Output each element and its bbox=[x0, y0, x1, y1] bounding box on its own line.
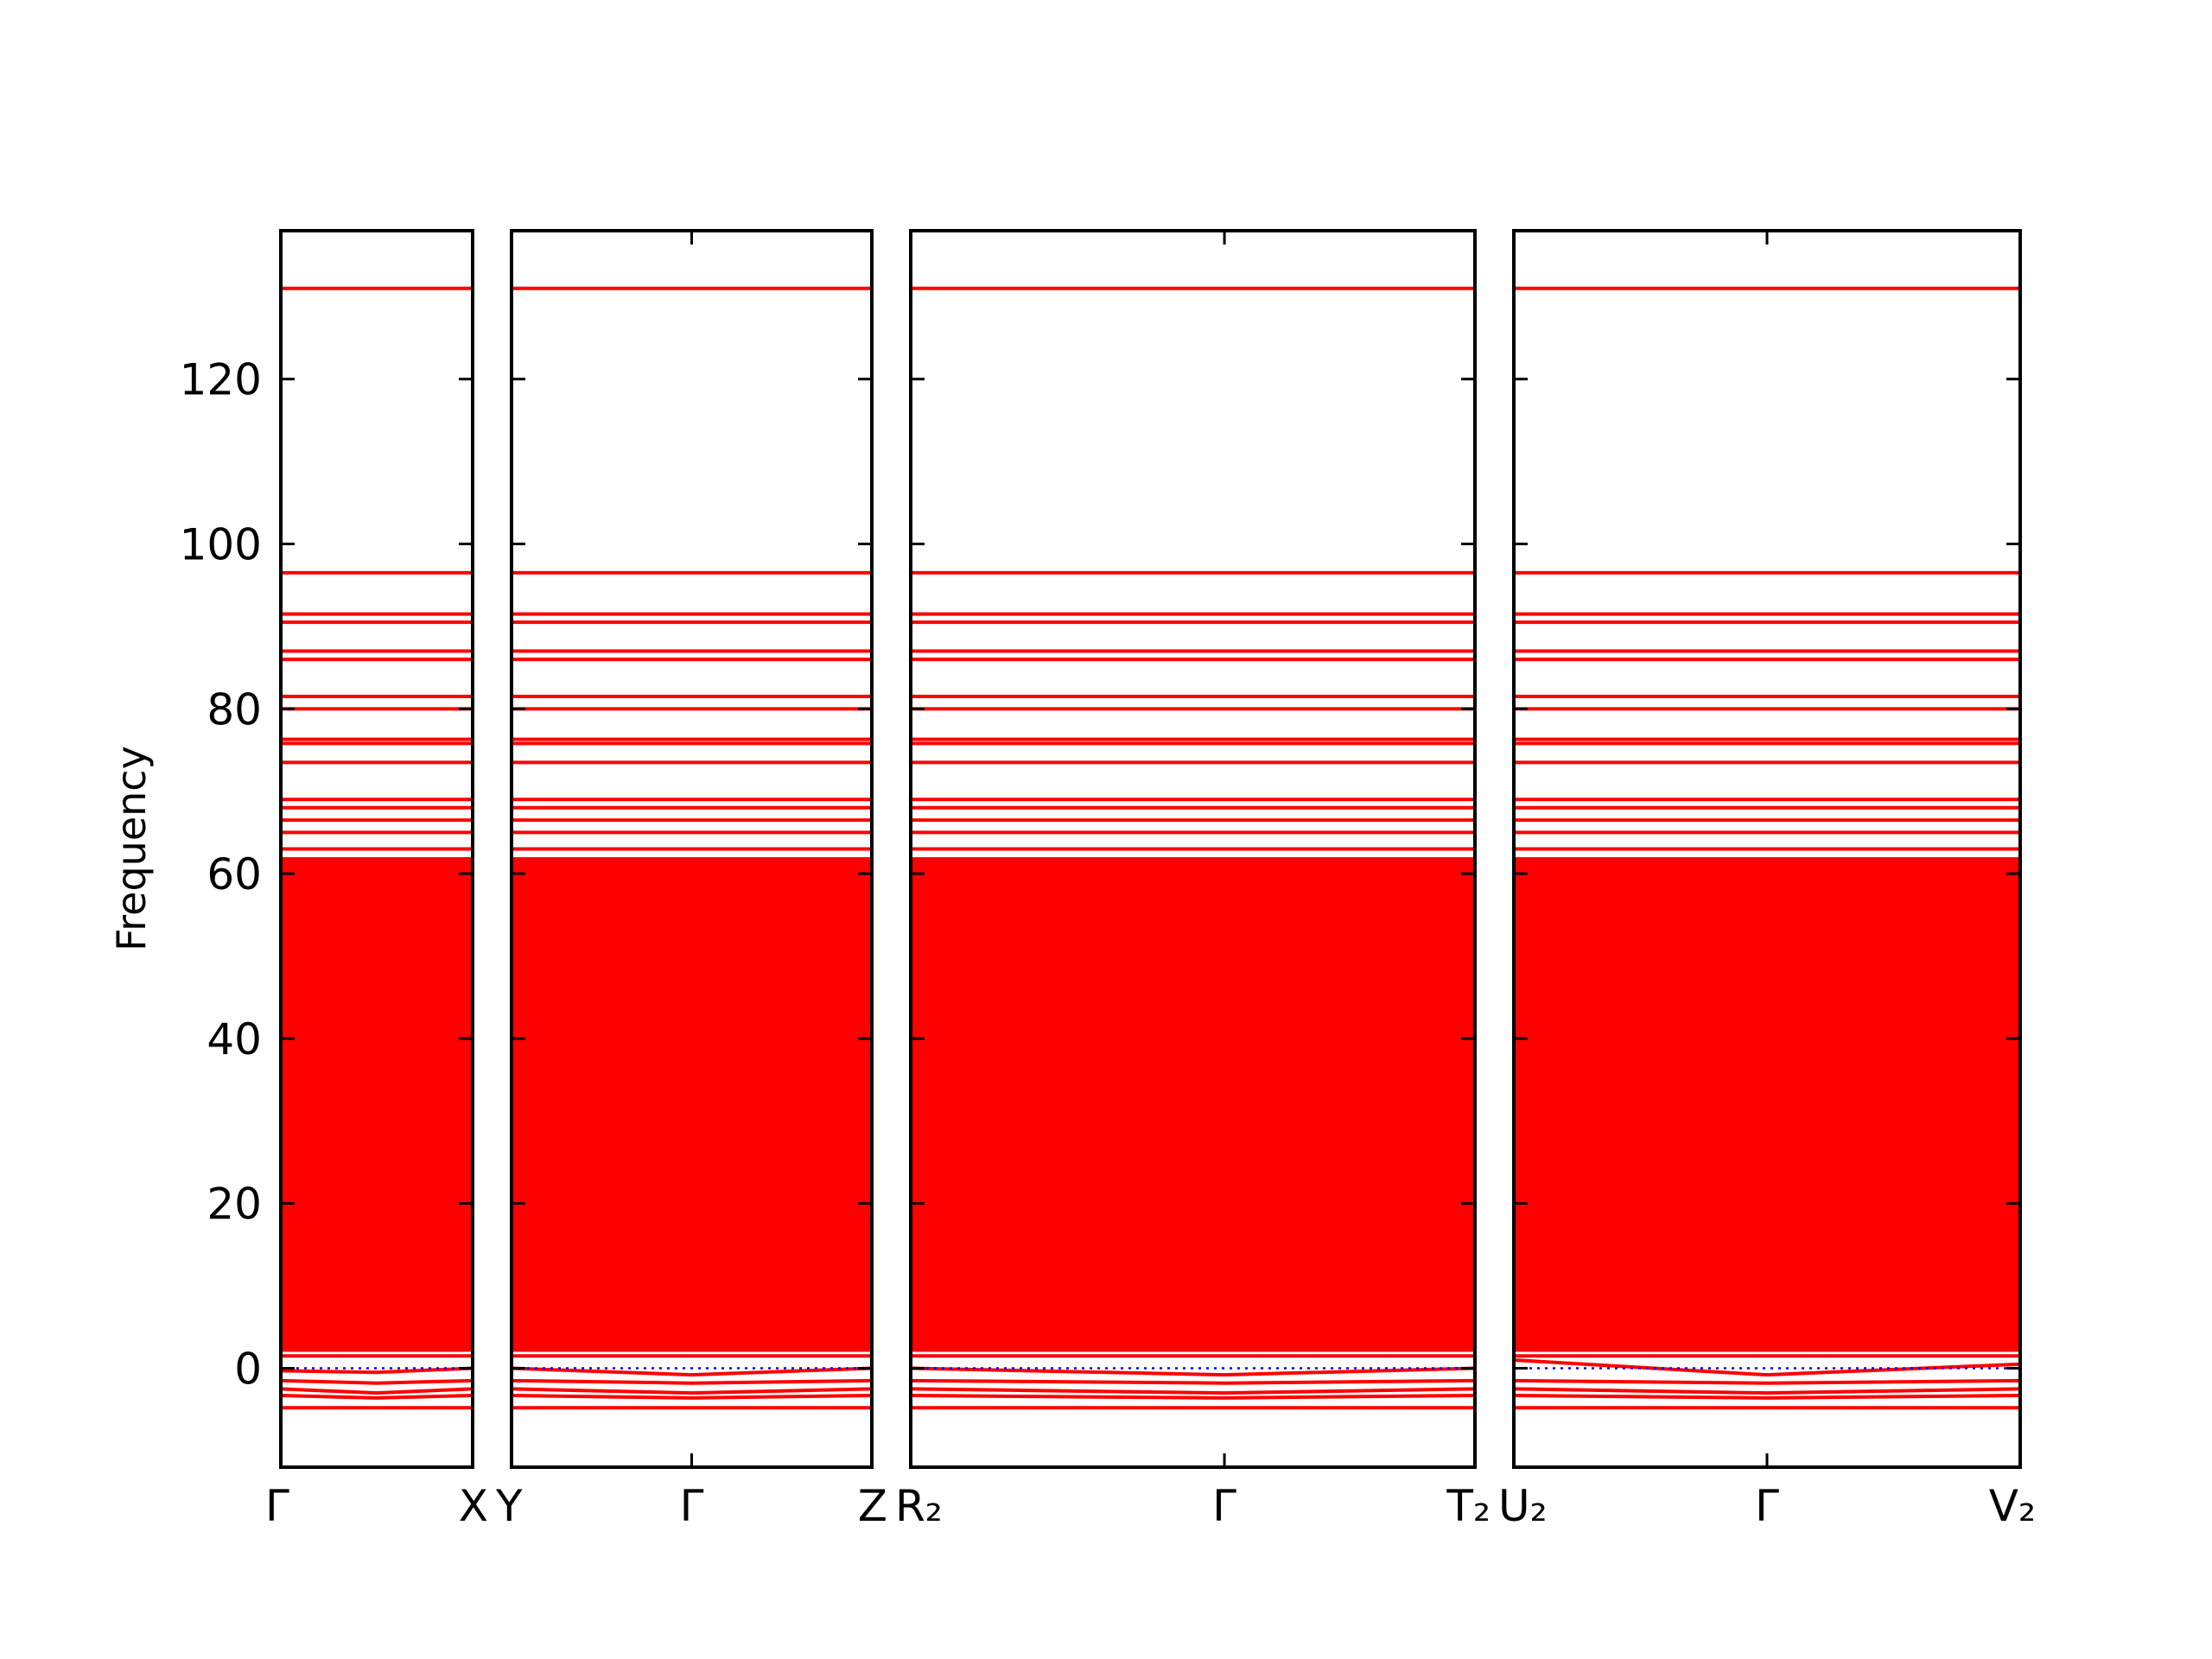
panel-frame bbox=[909, 229, 1477, 1469]
y-tick-label: 40 bbox=[207, 1014, 262, 1065]
band-line bbox=[511, 1378, 873, 1385]
dense-band bbox=[512, 857, 872, 1352]
band-line bbox=[910, 1394, 1476, 1400]
x-tick-label: T₂ bbox=[1446, 1481, 1491, 1531]
x-tick-label: R₂ bbox=[895, 1481, 943, 1531]
dense-band bbox=[911, 857, 1475, 1352]
band-line bbox=[910, 1387, 1476, 1395]
band-line bbox=[511, 1366, 873, 1377]
band-line bbox=[1513, 1394, 2021, 1400]
y-tick-label: 60 bbox=[207, 849, 262, 899]
band-line bbox=[280, 1378, 474, 1385]
x-tick-label: Z bbox=[858, 1481, 887, 1531]
y-tick-label: 20 bbox=[207, 1179, 262, 1230]
band-line bbox=[1513, 1387, 2021, 1395]
y-tick-label: 100 bbox=[180, 520, 262, 570]
band-line bbox=[910, 1366, 1476, 1377]
band-line bbox=[511, 1387, 873, 1395]
band-line bbox=[280, 1366, 474, 1375]
y-tick-label: 80 bbox=[207, 684, 262, 734]
y-axis-label: Frequency bbox=[108, 746, 155, 951]
x-tick-label: X bbox=[459, 1481, 488, 1531]
x-tick-label: Γ bbox=[1755, 1481, 1779, 1531]
dense-band bbox=[281, 857, 473, 1352]
y-tick-label: 120 bbox=[180, 355, 262, 405]
band-line bbox=[280, 1387, 474, 1395]
band-line bbox=[910, 1378, 1476, 1385]
band-line bbox=[1513, 1378, 2021, 1385]
x-tick-label: Y bbox=[495, 1481, 523, 1531]
band-line bbox=[280, 1394, 474, 1400]
band-line bbox=[1513, 1357, 2021, 1377]
x-tick-label: Γ bbox=[680, 1481, 704, 1531]
x-tick-label: Γ bbox=[265, 1481, 289, 1531]
y-tick-label: 0 bbox=[234, 1344, 262, 1395]
x-tick-label: U₂ bbox=[1498, 1481, 1548, 1531]
panel-frame bbox=[279, 229, 474, 1469]
dense-band bbox=[1514, 857, 2020, 1352]
x-tick-label: Γ bbox=[1212, 1481, 1236, 1531]
x-tick-label: V₂ bbox=[1989, 1481, 2036, 1531]
band-line bbox=[511, 1394, 873, 1400]
